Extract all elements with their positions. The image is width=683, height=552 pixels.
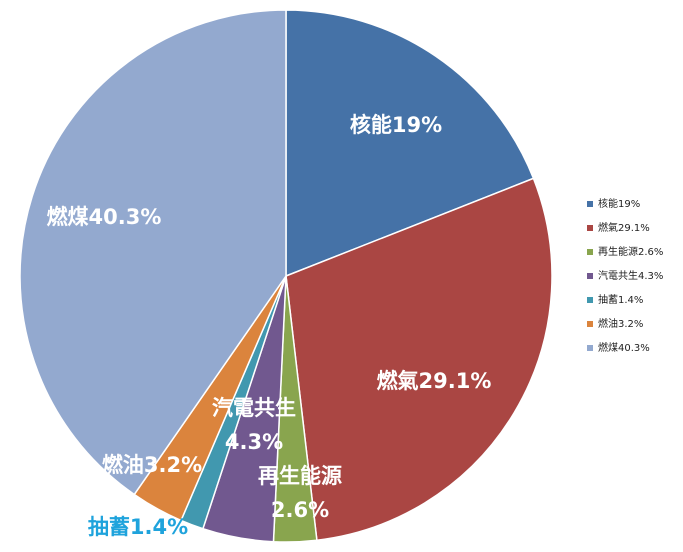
slice-label-2: 燃氣29.1% bbox=[377, 369, 492, 393]
legend-swatch-5 bbox=[587, 297, 593, 303]
legend-entry-4: 汽電共生4.3% bbox=[598, 269, 663, 282]
slice-label-3-line-2: 2.6% bbox=[271, 498, 329, 522]
slice-label-4-line-1: 汽電共生 bbox=[212, 396, 296, 420]
legend-entry-2: 燃氣29.1% bbox=[598, 221, 650, 234]
slice-label-1: 核能19% bbox=[350, 113, 442, 137]
legend-swatch-4 bbox=[587, 273, 593, 279]
legend-swatch-6 bbox=[587, 321, 593, 327]
pie-slice-1 bbox=[285, 9, 535, 278]
pie-slice-2 bbox=[285, 177, 553, 542]
slice-labels: 核能19% 燃氣29.1% 再生能源 2.6% 汽電共生 4.3% 抽蓄1.4% 燃油3.2%… bbox=[47, 113, 492, 539]
slice-label-5: 抽蓄1.4% bbox=[88, 515, 188, 539]
slice-label-7: 燃煤40.3% bbox=[47, 205, 162, 229]
legend-swatch-2 bbox=[587, 225, 593, 231]
legend-swatch-1 bbox=[587, 201, 593, 207]
pie-slices bbox=[19, 9, 553, 543]
legend-entry-5: 抽蓄1.4% bbox=[598, 293, 643, 306]
legend-entry-1: 核能19% bbox=[598, 197, 640, 210]
legend-entry-7: 燃煤40.3% bbox=[598, 341, 650, 354]
legend: 核能19% 燃氣29.1% 再生能源2.6% 汽電共生4.3% 抽蓄1.4% 燃油3.2%… bbox=[587, 197, 663, 354]
slice-label-3-line-1: 再生能源 bbox=[258, 464, 342, 488]
slice-label-4-line-2: 4.3% bbox=[225, 430, 283, 454]
legend-swatch-7 bbox=[587, 345, 593, 351]
legend-entry-3: 再生能源2.6% bbox=[598, 245, 663, 258]
legend-entry-6: 燃油3.2% bbox=[598, 317, 643, 330]
slice-label-6: 燃油3.2% bbox=[102, 453, 202, 477]
legend-swatch-3 bbox=[587, 249, 593, 255]
pie-slice-7 bbox=[19, 9, 287, 496]
